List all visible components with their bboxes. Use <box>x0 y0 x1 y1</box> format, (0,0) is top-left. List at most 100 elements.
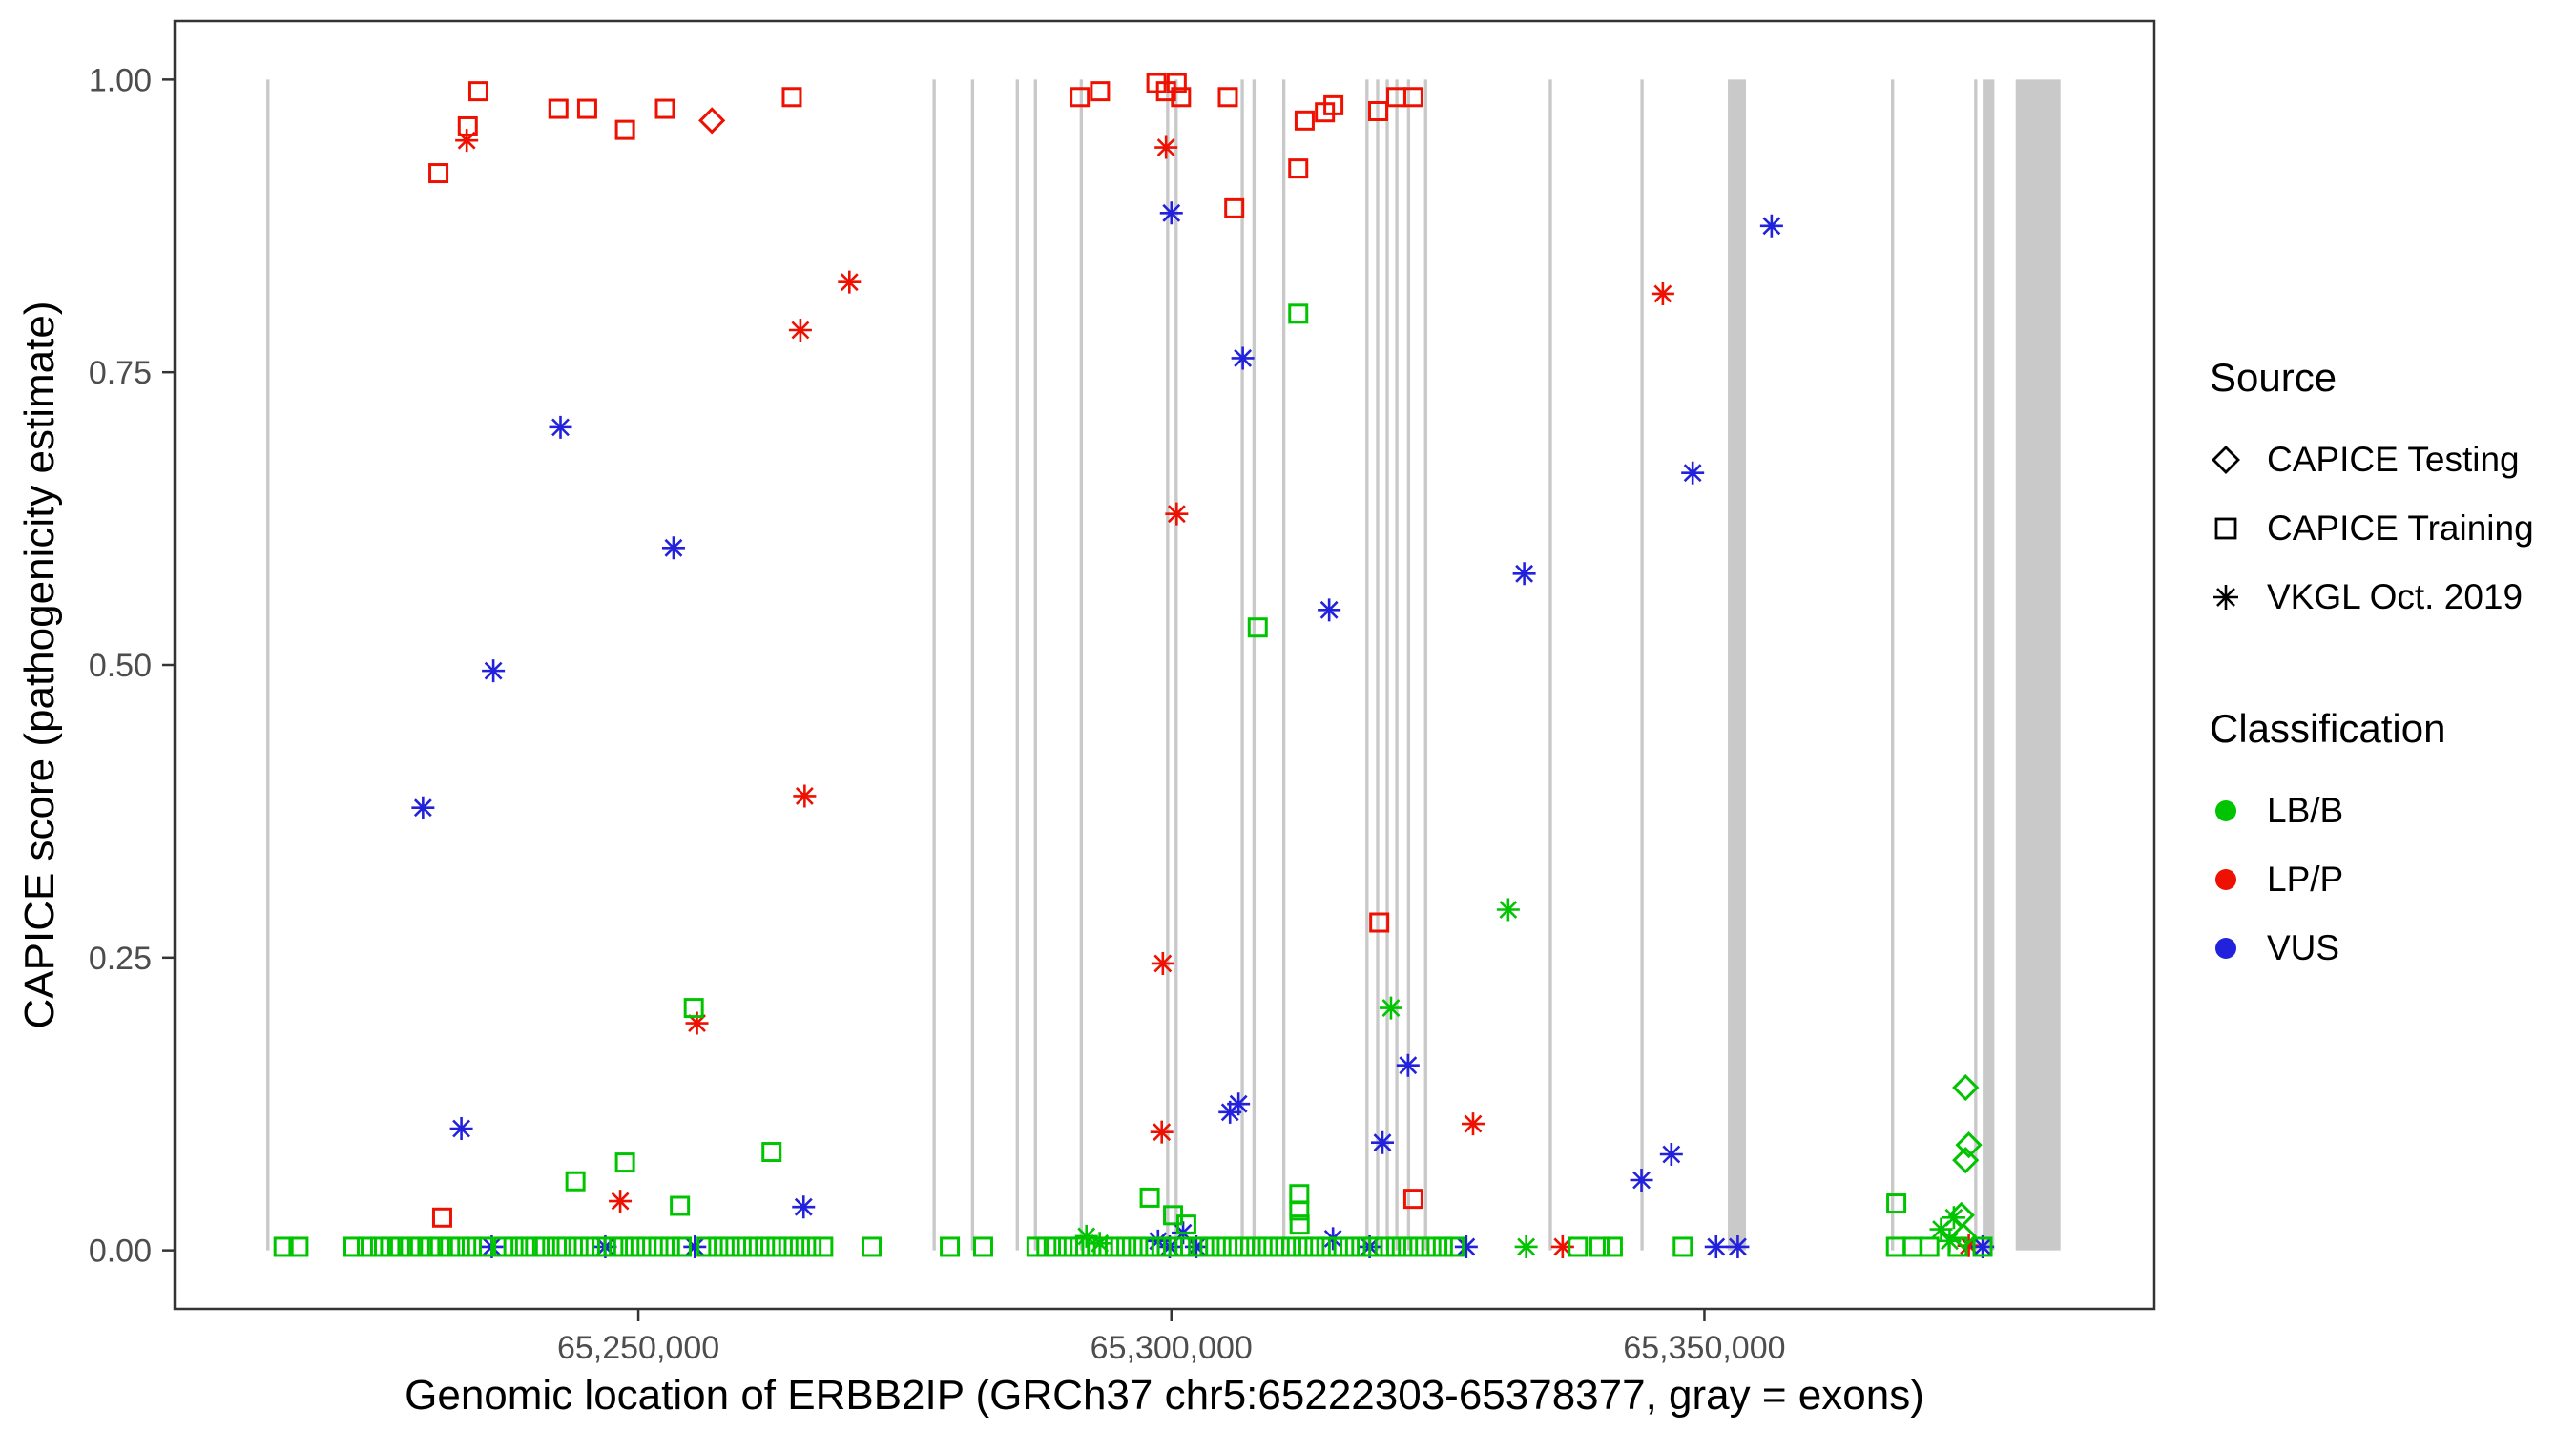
data-point-square <box>670 1195 691 1216</box>
data-point-square <box>801 1236 822 1257</box>
data-point-square <box>548 98 569 119</box>
y-tick-label: 0.50 <box>89 648 152 684</box>
data-point-square <box>755 1236 776 1257</box>
data-point-square <box>565 1171 586 1192</box>
data-point-square <box>1293 1236 1314 1257</box>
data-point-diamond <box>1949 1222 1978 1251</box>
data-point-square <box>1058 1236 1079 1257</box>
data-point-square <box>1288 158 1309 179</box>
data-point-square <box>1211 1236 1232 1257</box>
y-tick-label: 0.00 <box>89 1234 152 1270</box>
exon-bar <box>1240 79 1244 1251</box>
data-point-square <box>534 1236 555 1257</box>
data-point-square <box>273 1236 294 1257</box>
data-point-square <box>1289 1200 1310 1221</box>
exon-bar <box>1033 79 1037 1251</box>
data-point-diamond <box>1955 1131 1983 1159</box>
data-point-square <box>1885 1236 1906 1257</box>
data-point-square <box>761 1142 782 1163</box>
data-point-asterisk <box>1074 1224 1098 1248</box>
data-point-square <box>613 1236 634 1257</box>
data-point-square <box>683 998 704 1019</box>
data-point-asterisk <box>1184 1234 1208 1258</box>
data-point-square <box>1090 81 1111 102</box>
data-point-square <box>1116 1236 1137 1257</box>
data-point-asterisk <box>1971 1234 1995 1258</box>
exon-bar <box>1385 79 1389 1251</box>
data-point-square <box>467 81 488 102</box>
exon-bar <box>1423 79 1427 1251</box>
data-point-asterisk <box>1957 1234 1981 1257</box>
data-point-square <box>1128 1236 1149 1257</box>
data-point-square <box>1174 1236 1195 1257</box>
legend-label: CAPICE Training <box>2267 508 2534 548</box>
data-point-square <box>1316 1236 1337 1257</box>
x-tick-label: 65,350,000 <box>1623 1330 1785 1366</box>
data-point-asterisk <box>1159 201 1183 225</box>
data-point-asterisk <box>1151 951 1174 975</box>
data-point-square <box>708 1236 729 1257</box>
exon-bar <box>1728 79 1747 1251</box>
data-point-square <box>1602 1236 1623 1257</box>
data-point-square <box>614 119 635 140</box>
data-point-square <box>1188 1236 1209 1257</box>
data-point-asterisk <box>1461 1112 1485 1136</box>
data-point-square <box>473 1236 494 1257</box>
y-axis-title: CAPICE score (pathogenicity estimate) <box>16 301 63 1029</box>
x-tick-label: 65,250,000 <box>557 1330 719 1366</box>
data-point-square <box>1151 1236 1172 1257</box>
data-point-square <box>1568 1236 1589 1257</box>
data-point-asterisk <box>792 1195 816 1219</box>
data-point-square <box>1247 617 1268 638</box>
data-point-asterisk <box>683 1234 707 1258</box>
data-point-asterisk <box>1550 1234 1574 1258</box>
data-point-asterisk <box>1150 1120 1174 1144</box>
data-point-square <box>1217 87 1238 108</box>
data-point-asterisk <box>1396 1053 1420 1077</box>
data-point-asterisk <box>1630 1169 1653 1192</box>
exon-bar <box>1365 79 1369 1251</box>
data-point-asterisk <box>482 659 506 683</box>
data-point-square <box>1294 110 1315 131</box>
data-point-square <box>1385 1236 1406 1257</box>
data-point-square <box>288 1236 309 1257</box>
data-point-square <box>1070 1236 1091 1257</box>
data-point-asterisk <box>1371 1130 1395 1154</box>
data-point-square <box>356 1236 377 1257</box>
data-point-square <box>568 1236 589 1257</box>
legend-classification-title: Classification <box>2210 706 2446 751</box>
data-point-square <box>719 1236 740 1257</box>
data-point-asterisk <box>1726 1234 1750 1258</box>
data-point-square <box>614 1152 635 1173</box>
legend-item-vus: VUS <box>2210 914 2534 983</box>
data-point-square <box>556 1236 577 1257</box>
data-point-square <box>1070 87 1091 108</box>
data-point-square <box>654 98 675 119</box>
data-point-asterisk <box>411 796 435 819</box>
data-point-square <box>1235 1236 1256 1257</box>
exon-bar <box>1252 79 1257 1251</box>
exon-bar <box>970 79 975 1251</box>
legend-label: VKGL Oct. 2019 <box>2267 577 2524 616</box>
data-point-square <box>778 1236 799 1257</box>
diamond-icon <box>2210 444 2242 476</box>
exon-bar <box>1395 79 1399 1251</box>
data-point-square <box>743 1236 764 1257</box>
data-point-asterisk <box>1659 1143 1683 1166</box>
data-point-square <box>1092 1236 1113 1257</box>
data-point-square <box>1444 1236 1465 1257</box>
y-tick-label: 0.25 <box>89 941 152 977</box>
data-point-square <box>1362 1236 1383 1257</box>
data-point-asterisk <box>1929 1217 1953 1241</box>
data-point-square <box>813 1236 834 1257</box>
data-point-square <box>1374 1236 1395 1257</box>
data-point-square <box>1351 1236 1372 1257</box>
data-point-asterisk <box>455 129 479 153</box>
data-point-square <box>625 1236 646 1257</box>
data-point-asterisk <box>1165 502 1189 526</box>
data-point-square <box>1304 1236 1325 1257</box>
legend-item-lbb: LB/B <box>2210 777 2534 845</box>
data-point-square <box>1163 1236 1184 1257</box>
data-point-asterisk <box>1704 1234 1728 1258</box>
legend-label: VUS <box>2267 928 2340 967</box>
